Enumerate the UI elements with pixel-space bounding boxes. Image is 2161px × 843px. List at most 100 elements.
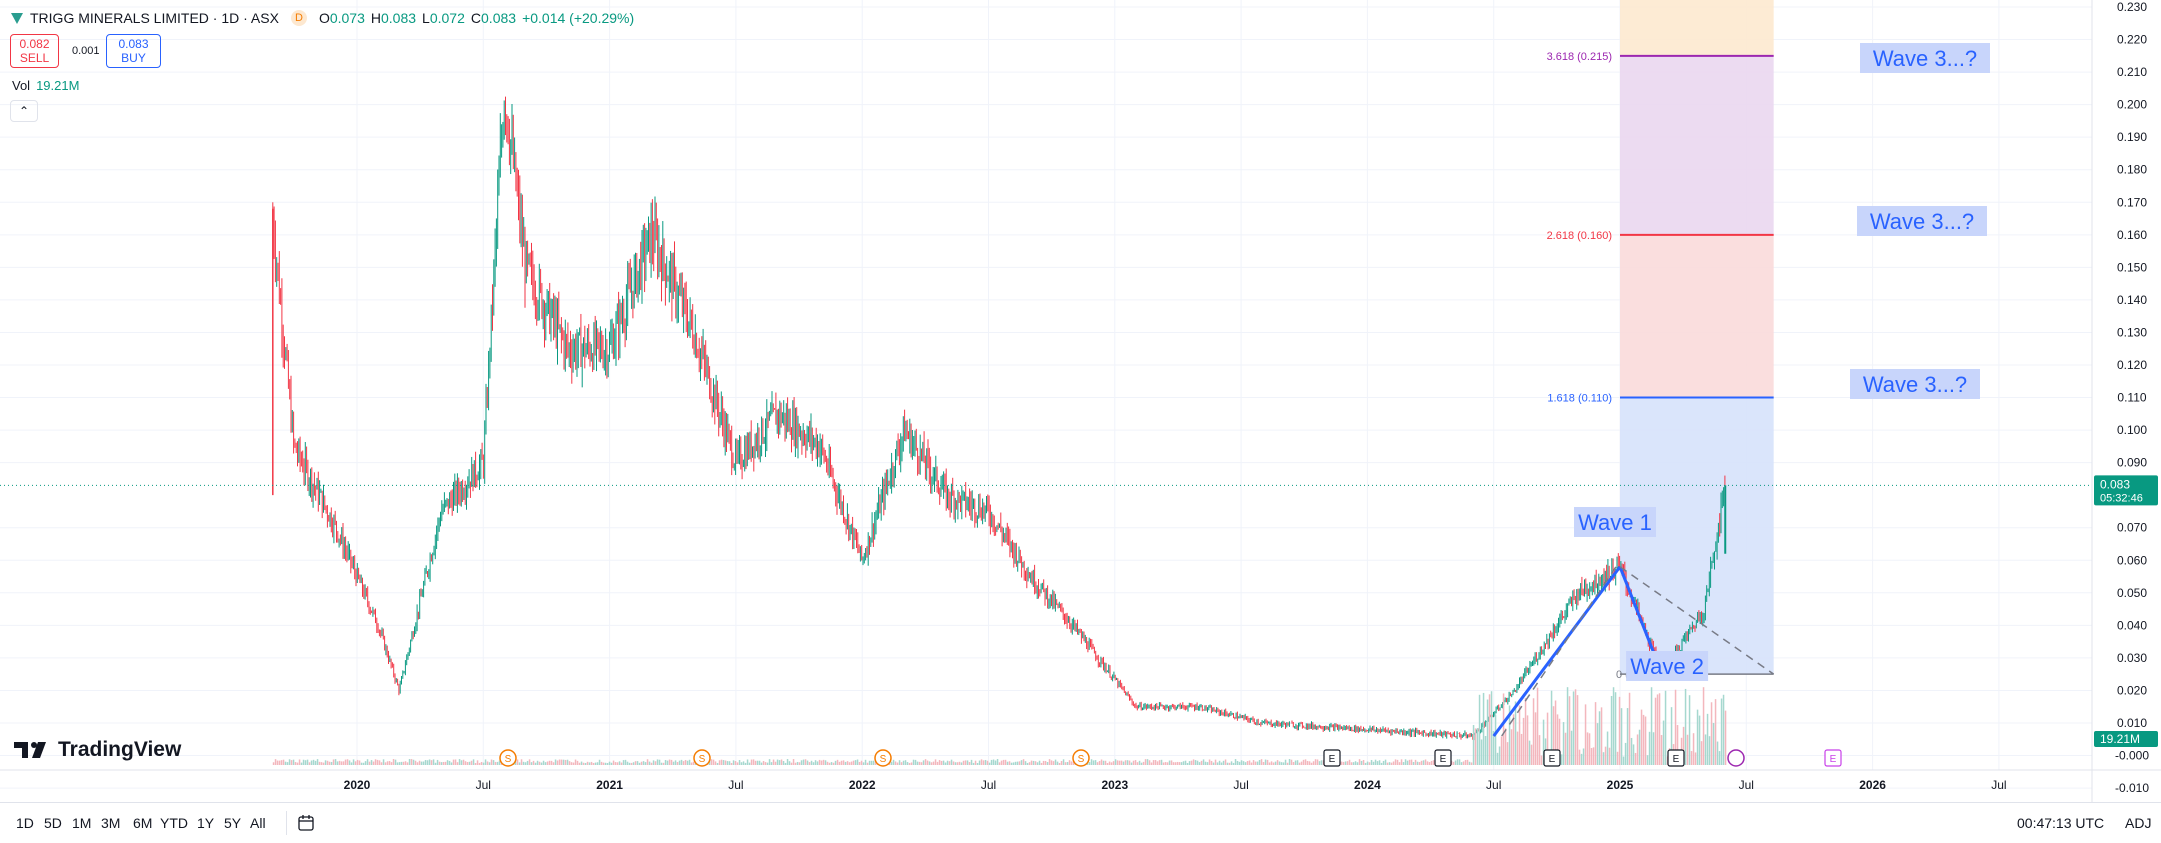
- timeframe-5d[interactable]: 5D: [44, 815, 62, 831]
- volume-bar: [1040, 762, 1043, 765]
- sell-button[interactable]: 0.082 SELL: [10, 34, 59, 68]
- timeframe-1y[interactable]: 1Y: [197, 815, 215, 831]
- volume-bar: [1300, 761, 1303, 765]
- volume-bar: [558, 759, 561, 765]
- volume-bar: [1468, 761, 1471, 765]
- volume-bar: [412, 759, 415, 765]
- timeframe-5y[interactable]: 5Y: [224, 815, 242, 831]
- volume-bar: [1276, 760, 1279, 765]
- volume-bar: [982, 760, 985, 765]
- volume-bar: [474, 762, 477, 765]
- volume-bar: [782, 761, 785, 765]
- volume-bar: [570, 762, 573, 765]
- volume-bar: [1584, 704, 1587, 765]
- timeframe-1m[interactable]: 1M: [72, 815, 92, 831]
- wave3-label-2618-bg: [1857, 206, 1987, 236]
- symbol-title[interactable]: TRIGG MINERALS LIMITED · 1D · ASX: [30, 10, 279, 26]
- volume-bar: [1686, 734, 1689, 765]
- volume-bar: [274, 759, 277, 765]
- volume-bar: [1292, 762, 1295, 765]
- volume-bar: [438, 761, 441, 765]
- volume-bar: [1478, 694, 1481, 765]
- volume-bar: [1556, 714, 1559, 765]
- timeframe-ytd[interactable]: YTD: [160, 815, 188, 831]
- volume-bar: [306, 759, 309, 765]
- volume-bar: [1130, 762, 1133, 765]
- volume-bar: [1094, 760, 1097, 765]
- volume-bar: [1310, 762, 1313, 765]
- price-tick-label: 0.100: [2117, 423, 2147, 437]
- volume-bar: [1180, 762, 1183, 765]
- volume-bar: [1372, 761, 1375, 765]
- volume-bar: [900, 762, 903, 765]
- volume-bar: [1702, 687, 1705, 765]
- volume-bar: [1456, 759, 1459, 765]
- timeframe-1d[interactable]: 1D: [16, 815, 34, 831]
- volume-bar: [1346, 761, 1349, 765]
- timeframe-all[interactable]: All: [250, 815, 266, 831]
- dividend-marker-label: S: [1078, 754, 1085, 765]
- data-badge: D: [290, 10, 307, 26]
- volume-bar: [1030, 760, 1033, 765]
- collapse-legend-button[interactable]: ⌃: [10, 100, 38, 122]
- volume-bar: [892, 759, 895, 765]
- price-chart[interactable]: 1.618 (0.110) 2.618 (0.160) 3.618 (0.215) 0…: [0, 0, 2161, 802]
- volume-bar: [1414, 759, 1417, 765]
- volume-bar: [1150, 762, 1153, 765]
- volume-bar: [554, 759, 557, 765]
- volume-bar: [1480, 739, 1483, 765]
- volume-bar: [1060, 761, 1063, 765]
- volume-bar: [590, 761, 593, 765]
- volume-bar: [1658, 693, 1661, 765]
- volume-bar: [1722, 694, 1725, 765]
- fib-zone-orange: [1620, 0, 1774, 56]
- volume-bar: [872, 760, 875, 765]
- volume-bar: [1238, 761, 1241, 765]
- low-value: 0.072: [429, 10, 465, 26]
- buy-button[interactable]: 0.083 BUY: [106, 34, 161, 68]
- volume-bar: [802, 759, 805, 765]
- volume-bar: [1430, 760, 1433, 765]
- volume-bar: [1122, 761, 1125, 765]
- volume-bar: [276, 760, 279, 765]
- timeframe-6m[interactable]: 6M: [133, 815, 153, 831]
- volume-bar: [1630, 737, 1633, 765]
- volume-bar: [620, 762, 623, 765]
- earnings-marker-label: E: [1830, 754, 1837, 765]
- volume-bar: [582, 762, 585, 765]
- calendar-icon[interactable]: [296, 813, 316, 833]
- volume-bar: [1562, 722, 1565, 765]
- volume-bar: [470, 760, 473, 765]
- volume-bar: [1154, 760, 1157, 765]
- volume-bar: [1028, 762, 1031, 765]
- fib-label-3618: 3.618 (0.215): [1547, 51, 1612, 63]
- volume-bar: [1494, 714, 1497, 765]
- volume-bar: [738, 760, 741, 765]
- volume-bar: [1476, 728, 1479, 765]
- volume-bar: [1344, 761, 1347, 765]
- adj-toggle[interactable]: ADJ: [2125, 815, 2152, 831]
- volume-bar: [1000, 760, 1003, 765]
- chevron-up-icon: ⌃: [18, 104, 30, 118]
- price-tick-label: 0.190: [2117, 130, 2147, 144]
- volume-bar: [820, 760, 823, 765]
- volume-bar: [1038, 760, 1041, 765]
- volume-bar: [868, 760, 871, 765]
- dividend-marker-label: S: [699, 754, 706, 765]
- resistance-trend-dash: [1619, 566, 1775, 675]
- volume-bar: [1640, 709, 1643, 765]
- utc-clock[interactable]: 00:47:13 UTC: [2017, 815, 2105, 831]
- tradingview-logo: TradingView: [14, 738, 181, 762]
- earnings-marker: [1323, 749, 1341, 767]
- volume-bar: [818, 759, 821, 765]
- volume-bar: [1360, 760, 1363, 765]
- volume-bar: [920, 762, 923, 765]
- dividend-marker-label: S: [880, 754, 887, 765]
- volume-bar: [754, 760, 757, 765]
- timeframe-3m[interactable]: 3M: [101, 815, 121, 831]
- volume-bar: [292, 759, 295, 765]
- volume-bar: [600, 761, 603, 765]
- volume-bar: [1490, 691, 1493, 765]
- volume-bar: [636, 761, 639, 765]
- symbol-legend: TRIGG MINERALS LIMITED · 1D · ASX D O 0.0…: [10, 10, 634, 26]
